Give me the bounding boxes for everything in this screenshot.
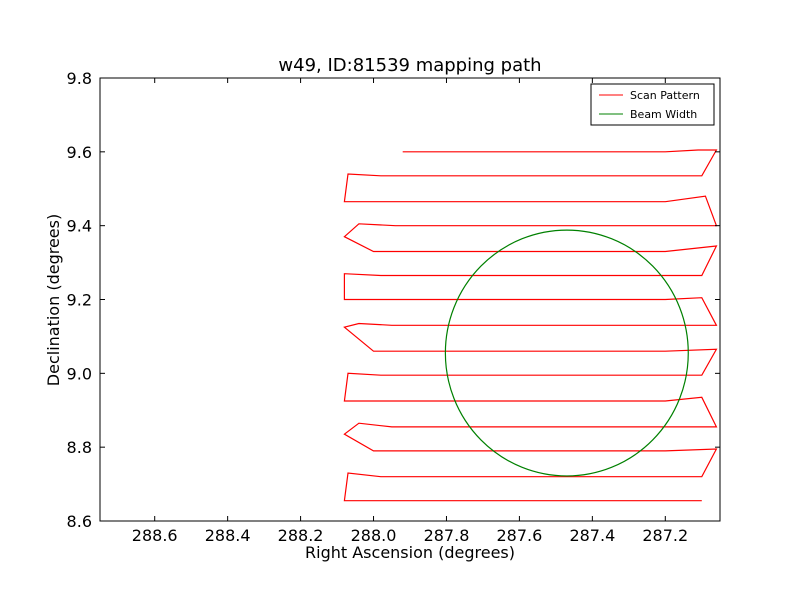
legend-box (590, 83, 715, 126)
y-tick-label: 9.4 (67, 217, 92, 236)
x-tick-label: 288.6 (132, 526, 178, 545)
y-tick-label: 9.2 (67, 291, 92, 310)
x-axis: 288.6 288.4 288.2 288.0 287.8 287.6 287.4 287.2 (132, 78, 688, 545)
y-axis-title: Declination (degrees) (44, 214, 63, 386)
x-tick-label: 288.4 (205, 526, 251, 545)
x-tick-label: 288.0 (351, 526, 397, 545)
beam-width-circle (444, 229, 689, 477)
y-tick-label: 9.8 (67, 69, 92, 88)
plot-area (343, 149, 718, 502)
x-axis-title: Right Ascension (degrees) (305, 543, 515, 562)
legend-label-beam-width: Beam Width (630, 108, 697, 121)
x-tick-label: 288.2 (278, 526, 324, 545)
chart-title: w49, ID:81539 mapping path (278, 55, 541, 76)
y-axis: 8.6 8.8 9.0 9.2 9.4 9.6 9.8 (67, 69, 720, 531)
legend: Scan Pattern Beam Width (590, 83, 715, 126)
scan-pattern-line (343, 149, 718, 502)
legend-label-scan-pattern: Scan Pattern (630, 89, 700, 102)
y-tick-label: 9.6 (67, 143, 92, 162)
y-tick-label: 9.0 (67, 364, 92, 383)
x-tick-label: 287.6 (497, 526, 543, 545)
x-tick-label: 287.8 (424, 526, 470, 545)
x-tick-label: 287.2 (642, 526, 688, 545)
y-tick-label: 8.6 (67, 512, 92, 531)
x-tick-label: 287.4 (569, 526, 615, 545)
y-tick-label: 8.8 (67, 438, 92, 457)
